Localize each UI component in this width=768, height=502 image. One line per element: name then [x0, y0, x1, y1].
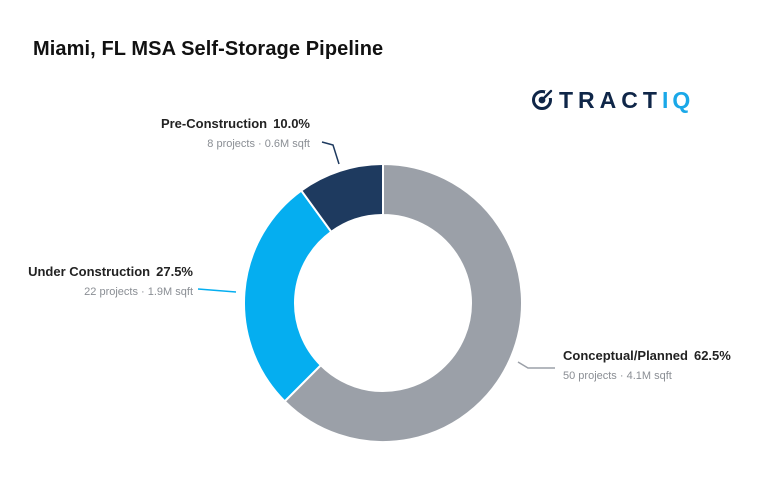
slice-conceptual-planned[interactable]: [283, 162, 523, 443]
label-name: Conceptual/Planned: [563, 348, 688, 363]
brand-wordmark-accent: IQ: [661, 86, 695, 113]
chart-title: Miami, FL MSA Self-Storage Pipeline: [33, 38, 384, 60]
detail-pre-construction: 8 projects · 0.6M sqft: [207, 138, 310, 150]
tractiq-target-icon: [532, 89, 553, 110]
leader-line-conceptual-planned: [517, 361, 555, 369]
label-name: Pre-Construction: [161, 116, 267, 131]
label-percent: 62.5%: [694, 348, 731, 363]
detail-conceptual-planned: 50 projects · 4.1M sqft: [563, 370, 672, 382]
label-percent: 10.0%: [273, 116, 310, 131]
label-pre-construction: Pre-Construction 10.0%: [161, 116, 310, 131]
brand-logo: TRACTIQ: [531, 87, 694, 114]
slice-pre-construction[interactable]: [299, 162, 384, 234]
brand-wordmark-main: TRACT: [559, 86, 662, 113]
label-under-construction: Under Construction 27.5%: [28, 264, 193, 279]
slice-under-construction[interactable]: [243, 189, 333, 403]
brand-wordmark: TRACTIQ: [559, 87, 694, 114]
detail-under-construction: 22 projects · 1.9M sqft: [84, 286, 193, 298]
label-percent: 27.5%: [156, 264, 193, 279]
leader-line-under-construction: [197, 288, 237, 293]
label-name: Under Construction: [28, 264, 150, 279]
leader-line-pre-construction: [321, 141, 340, 165]
label-conceptual-planned: Conceptual/Planned 62.5%: [563, 348, 731, 363]
